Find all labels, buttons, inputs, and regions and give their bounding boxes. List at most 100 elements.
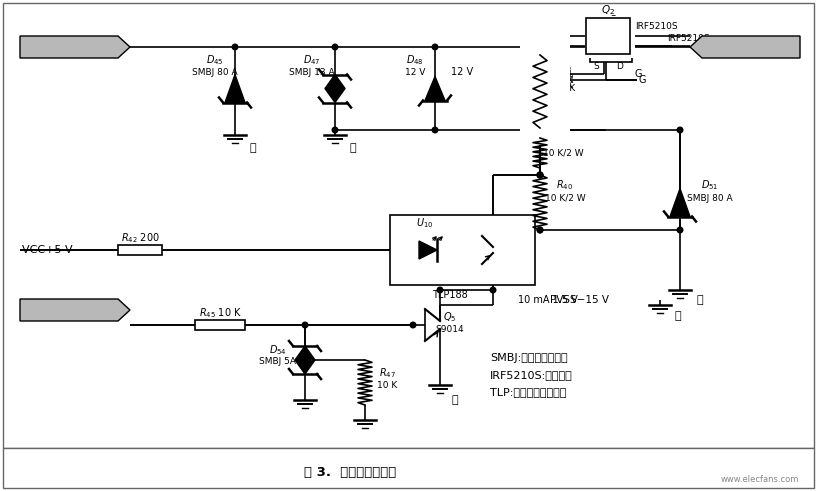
Text: D: D [617,61,623,71]
Text: 地: 地 [452,395,458,405]
Circle shape [232,44,238,50]
Circle shape [538,127,542,133]
Circle shape [432,127,438,133]
Text: SMBJ:静电过压保护器: SMBJ:静电过压保护器 [490,353,568,363]
Text: TLP:传输线脉冲发生器: TLP:传输线脉冲发生器 [490,387,566,397]
Circle shape [538,44,542,50]
Text: 地: 地 [697,295,703,305]
FancyBboxPatch shape [520,15,570,145]
FancyBboxPatch shape [195,320,245,330]
Text: $R_{42}$ 200: $R_{42}$ 200 [121,231,159,245]
Text: 10 K: 10 K [377,382,397,390]
Polygon shape [325,75,345,88]
Text: $Q_{2}$: $Q_{2}$ [601,3,615,17]
Text: S9014: S9014 [435,326,464,334]
Polygon shape [20,36,130,58]
Text: $R_{45}$ 10 K: $R_{45}$ 10 K [199,306,242,320]
Circle shape [437,287,443,293]
Text: 50 K: 50 K [553,81,573,89]
Circle shape [538,77,542,83]
Text: 10 K/2 W: 10 K/2 W [542,148,583,158]
Circle shape [547,43,553,49]
Polygon shape [419,241,437,259]
Text: IRF5210S: IRF5210S [635,22,677,30]
Text: 充电控制输入: 充电控制输入 [53,305,88,315]
Circle shape [333,44,337,50]
Text: $Q_{2}$: $Q_{2}$ [608,13,622,27]
Text: $R_{47}$: $R_{47}$ [378,366,395,380]
Text: 电池正极输入: 电池正极输入 [53,42,88,52]
Text: $U_{10}$: $U_{10}$ [417,216,434,230]
Text: $R_{40}$: $R_{40}$ [556,178,574,192]
FancyBboxPatch shape [3,448,814,488]
Polygon shape [425,77,445,101]
Text: 10 mA 1.5 V: 10 mA 1.5 V [518,295,578,305]
Circle shape [538,172,542,178]
Circle shape [677,127,683,133]
Text: 电池负极输入: 电池负极输入 [731,42,766,52]
Text: $R_{38}$: $R_{38}$ [555,65,572,79]
Circle shape [538,172,542,178]
Text: 地: 地 [350,143,356,153]
Text: IRF5210S:场效应管: IRF5210S:场效应管 [490,370,573,380]
Text: SMBJ 13 A: SMBJ 13 A [289,67,335,77]
Text: 50 K: 50 K [553,76,573,84]
Circle shape [677,227,683,233]
Text: 12 V: 12 V [451,67,473,77]
Text: $R_{38}$: $R_{38}$ [555,61,572,75]
Circle shape [302,322,308,328]
Text: TLP188: TLP188 [432,290,468,300]
Polygon shape [325,88,345,103]
Text: SMBJ 80 A: SMBJ 80 A [687,193,733,202]
Text: $D_{54}$: $D_{54}$ [269,343,287,357]
Polygon shape [295,346,315,360]
FancyBboxPatch shape [390,215,535,285]
Polygon shape [225,75,245,103]
Circle shape [432,44,438,50]
Circle shape [538,127,542,133]
Text: $D_{47}$: $D_{47}$ [303,53,321,67]
Text: S: S [592,54,597,62]
Text: www.elecfans.com: www.elecfans.com [721,475,799,485]
Text: D: D [617,54,623,62]
Text: $R_{38}$: $R_{38}$ [556,68,574,82]
Polygon shape [670,189,690,217]
FancyBboxPatch shape [3,3,814,448]
Text: $D_{51}$: $D_{51}$ [701,178,719,192]
FancyBboxPatch shape [118,245,162,255]
FancyBboxPatch shape [586,18,630,54]
Text: $D_{48}$: $D_{48}$ [406,53,424,67]
Circle shape [538,227,542,233]
Text: 12 V: 12 V [404,67,425,77]
Circle shape [333,127,337,133]
Text: PVSS−15 V: PVSS−15 V [551,295,609,305]
Text: G: G [638,75,645,85]
Text: $R_{40}$: $R_{40}$ [555,133,572,147]
Text: VCC+5 V: VCC+5 V [22,245,73,255]
Circle shape [547,33,553,39]
Text: $Q_{5}$: $Q_{5}$ [444,310,457,324]
Text: 地: 地 [250,143,257,153]
Circle shape [410,322,416,328]
Text: IRF5210S: IRF5210S [667,33,710,43]
Polygon shape [20,299,130,321]
Text: $D_{45}$: $D_{45}$ [206,53,224,67]
Text: SMBJ 80 A: SMBJ 80 A [192,67,238,77]
FancyBboxPatch shape [590,30,632,62]
Text: G: G [634,69,641,79]
FancyBboxPatch shape [585,16,635,58]
Circle shape [538,172,542,178]
FancyBboxPatch shape [533,46,547,78]
Text: 50 K: 50 K [555,83,575,92]
Circle shape [490,287,496,293]
Polygon shape [295,360,315,374]
Text: SMBJ 5A: SMBJ 5A [260,357,297,366]
Polygon shape [690,36,800,58]
Circle shape [538,227,542,233]
Text: 图 3.  充电控制电路图: 图 3. 充电控制电路图 [304,465,396,479]
Circle shape [302,357,308,363]
Text: 地: 地 [675,311,681,321]
Text: S: S [593,61,599,71]
Circle shape [538,71,542,77]
Circle shape [538,71,542,77]
